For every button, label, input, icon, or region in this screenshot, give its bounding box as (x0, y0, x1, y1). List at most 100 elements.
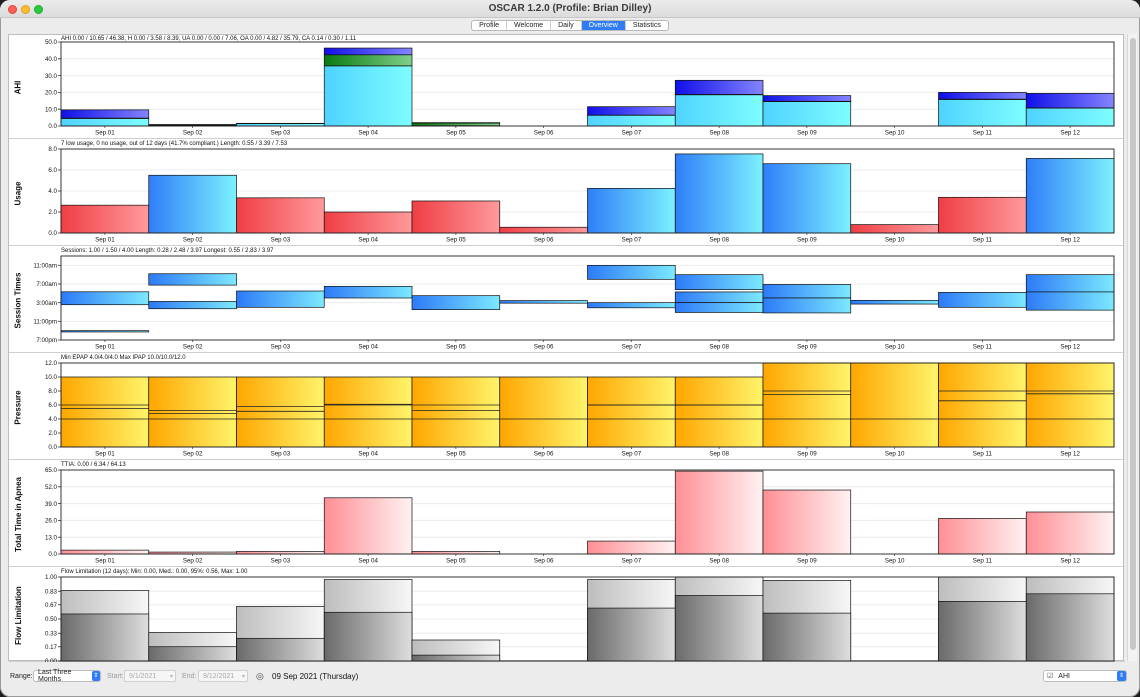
pressure-bar[interactable] (1025, 362, 1115, 448)
usage-bar[interactable] (60, 204, 150, 234)
usage-bar[interactable] (587, 188, 676, 234)
ahi-bar-segment[interactable] (60, 118, 150, 127)
tab-statistics[interactable]: Statistics (632, 21, 661, 29)
ttia-bar[interactable] (323, 497, 413, 555)
end-date-field[interactable]: 9/12/2021 ▾ (198, 670, 248, 682)
ahi-bar-segment[interactable] (1025, 107, 1115, 127)
overview-graphs[interactable]: AHI 0.0 10.0 20.0 30.0 40.0 50.0 Sep 01 Sep 02 Se… (8, 34, 1125, 662)
plot-ttia[interactable]: 0.0 13.0 26.0 39.0 52.0 65.0 Sep 01 Sep 02 Sep 0… (9, 461, 1125, 567)
ahi-bar-segment[interactable] (762, 95, 852, 102)
graph-ttia[interactable]: Total Time in Apnea 0.0 13.0 26.0 39.0 52.0 65… (9, 461, 1125, 567)
session-bar[interactable] (499, 300, 588, 304)
vertical-scrollbar[interactable] (1127, 34, 1137, 661)
flow-p95-bar[interactable] (938, 601, 1027, 662)
pressure-bar[interactable] (236, 376, 325, 448)
session-bar[interactable] (236, 290, 325, 308)
plot-usage[interactable]: 0.0 2.0 4.0 6.0 8.0 Sep 01 Sep 02 Sep 03 Sep 04 S… (9, 140, 1125, 246)
ahi-bar-segment[interactable] (148, 124, 237, 126)
tab-daily[interactable]: Daily (551, 20, 582, 30)
usage-bar[interactable] (850, 224, 939, 234)
close-window-icon[interactable] (8, 5, 17, 14)
session-bar[interactable] (674, 291, 764, 304)
flow-p95-bar[interactable] (762, 612, 852, 662)
tab-profile[interactable]: Profile (472, 20, 508, 30)
pressure-bar[interactable] (762, 362, 852, 448)
session-bar[interactable] (938, 292, 1027, 308)
scrollbar-thumb[interactable] (1130, 38, 1136, 650)
graph-select[interactable]: ☑ AHI ⇕ (1043, 670, 1127, 682)
session-bar[interactable] (323, 285, 413, 299)
ahi-bar-segment[interactable] (411, 122, 501, 127)
pressure-bar[interactable] (323, 376, 413, 448)
tab-welcome[interactable]: Welcome (507, 20, 552, 30)
ahi-bar-segment[interactable] (323, 65, 413, 127)
plot-pressure[interactable]: 0.0 2.0 4.0 6.0 8.0 10.0 12.0 Sep 01 Sep 02 Sep 0… (9, 354, 1125, 460)
session-bar[interactable] (1025, 274, 1115, 293)
usage-bar[interactable] (411, 200, 501, 234)
ahi-bar-segment[interactable] (938, 92, 1027, 100)
ahi-bar-segment[interactable] (1025, 93, 1115, 109)
pressure-bar[interactable] (60, 376, 150, 448)
ahi-bar-segment[interactable] (60, 109, 150, 119)
session-bar[interactable] (850, 299, 939, 305)
session-bar[interactable] (587, 302, 676, 309)
graph-flow[interactable]: Flow Limitation 0.00 0.17 0.33 0.50 0.67 0.83 1… (9, 568, 1125, 662)
graph-usage[interactable]: Usage 0.0 2.0 4.0 6.0 8.0 Sep 01 Sep 02 Sep 03 Se… (9, 140, 1125, 246)
plot-ahi[interactable]: 0.0 10.0 20.0 30.0 40.0 50.0 Sep 01 Sep 02 Sep 0… (9, 35, 1125, 139)
ahi-bar-segment[interactable] (587, 106, 676, 116)
flow-p95-bar[interactable] (60, 613, 150, 662)
ahi-bar-segment[interactable] (323, 54, 413, 67)
pressure-bar[interactable] (938, 362, 1027, 448)
calendar-icon[interactable]: ◎ (256, 670, 264, 681)
session-bar[interactable] (60, 291, 150, 306)
flow-p95-bar[interactable] (148, 646, 237, 662)
ahi-bar-segment[interactable] (674, 94, 764, 127)
ttia-bar[interactable] (1025, 511, 1115, 555)
usage-bar[interactable] (1025, 158, 1115, 234)
ttia-bar[interactable] (60, 549, 150, 555)
pressure-bar[interactable] (148, 376, 237, 448)
flow-p95-bar[interactable] (323, 611, 413, 662)
session-bar[interactable] (762, 284, 852, 299)
session-bar[interactable] (148, 301, 237, 310)
flow-p95-bar[interactable] (587, 607, 676, 662)
usage-bar[interactable] (236, 197, 325, 234)
usage-bar[interactable] (674, 153, 764, 234)
ttia-bar[interactable] (938, 518, 1027, 555)
pressure-bar[interactable] (411, 376, 501, 448)
tab-overview[interactable]: Overview (581, 20, 626, 30)
ttia-bar[interactable] (762, 489, 852, 555)
session-bar[interactable] (148, 273, 237, 286)
session-bar[interactable] (587, 264, 676, 280)
usage-bar[interactable] (499, 226, 588, 234)
flow-p95-bar[interactable] (411, 654, 501, 662)
ahi-bar-segment[interactable] (938, 99, 1027, 127)
flow-p95-bar[interactable] (1025, 593, 1115, 662)
ahi-bar-segment[interactable] (762, 101, 852, 127)
flow-p95-bar[interactable] (236, 637, 325, 662)
maximize-window-icon[interactable] (34, 5, 43, 14)
minimize-window-icon[interactable] (21, 5, 30, 14)
usage-bar[interactable] (762, 163, 852, 234)
ahi-bar-segment[interactable] (411, 122, 501, 124)
session-bar[interactable] (674, 274, 764, 290)
usage-bar[interactable] (938, 196, 1027, 234)
flow-p95-bar[interactable] (674, 595, 764, 662)
pressure-bar[interactable] (499, 376, 588, 448)
session-bar[interactable] (674, 302, 764, 313)
graph-sessions[interactable]: Session Times 7:00pm 11:00pm 3:00am 7:00am 11… (9, 247, 1125, 353)
ahi-bar-segment[interactable] (323, 47, 413, 56)
ttia-bar[interactable] (674, 470, 764, 555)
plot-flow[interactable]: 0.00 0.17 0.33 0.50 0.67 0.83 1.00 (9, 568, 1125, 662)
start-date-field[interactable]: 9/1/2021 ▾ (124, 670, 176, 682)
range-select[interactable]: Last Three Months ⇕ (33, 669, 101, 683)
session-bar[interactable] (762, 297, 852, 314)
graph-ahi[interactable]: AHI 0.0 10.0 20.0 30.0 40.0 50.0 Sep 01 Sep 02 Se… (9, 35, 1125, 139)
ahi-bar-segment[interactable] (587, 114, 676, 127)
session-bar[interactable] (60, 330, 150, 333)
pressure-bar[interactable] (850, 362, 939, 448)
ahi-bar-segment[interactable] (674, 79, 764, 95)
usage-bar[interactable] (323, 211, 413, 234)
ttia-bar[interactable] (587, 540, 676, 555)
